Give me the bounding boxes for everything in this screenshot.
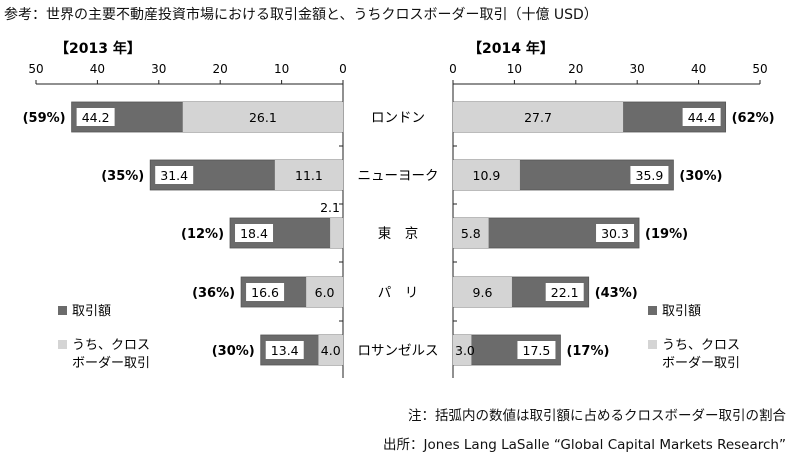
bar-cross-border [274,160,343,190]
bar-cross-border [330,218,343,248]
bar-cross-border [453,335,472,365]
legend-label-total: 取引額 [72,304,111,319]
x-tick-label: 50 [28,62,43,76]
value-label-box [155,166,194,184]
bar-cross-border [182,102,343,132]
cross-border-label: 6.0 [315,285,335,300]
legend-swatch-total [648,306,657,315]
value-label: 17.5 [523,343,551,358]
footnote: 注：括弧内の数値は取引額に占めるクロスボーダー取引の割合 [408,408,786,424]
value-label: 35.9 [636,168,664,183]
x-tick-label: 40 [691,62,706,76]
value-label-box [545,283,584,301]
cross-border-label: 10.9 [473,168,501,183]
bar-cross-border [453,218,489,248]
legend-label-cross: うち、クロス [662,338,740,353]
x-tick-label: 20 [213,62,228,76]
legend-swatch-cross [58,340,67,349]
legend-label-cross: ボーダー取引 [662,356,740,371]
legend-swatch-cross [648,340,657,349]
value-label: 13.4 [271,343,299,358]
x-tick-label: 0 [339,62,347,76]
value-label: 22.1 [551,285,579,300]
share-label: (30%) [212,344,255,359]
cross-border-label: 27.7 [524,110,552,125]
value-label-box [517,341,556,359]
category-label: ニューヨーク [358,168,439,184]
value-label: 44.2 [82,110,110,125]
x-tick-label: 10 [274,62,289,76]
cross-border-label: 11.1 [295,168,323,183]
legend-label-cross: ボーダー取引 [72,356,150,371]
bar-cross-border [306,277,343,307]
value-label-box [235,224,274,242]
bar-cross-border [453,102,624,132]
cross-border-label: 2.1 [320,200,340,215]
share-label: (12%) [181,227,224,242]
value-label-box [76,108,115,126]
share-label: (59%) [23,111,66,126]
share-label: (62%) [732,111,775,126]
category-label: ロサンゼルス [358,343,439,359]
x-tick-label: 10 [507,62,522,76]
legend-swatch-total [58,306,67,315]
bar-cross-border [453,277,512,307]
bar-cross-border [318,335,343,365]
panel-title: 【2014 年】 [468,40,554,57]
share-label: (30%) [679,169,722,184]
x-tick-label: 50 [752,62,767,76]
cross-border-label: 3.0 [455,343,475,358]
value-label: 44.4 [688,110,716,125]
value-label: 31.4 [160,168,188,183]
category-label: ロンドン [371,110,425,126]
share-label: (43%) [595,286,638,301]
value-label: 30.3 [601,226,629,241]
legend-label-total: 取引額 [662,304,701,319]
cross-border-label: 9.6 [473,285,493,300]
cross-border-label: 4.0 [321,343,341,358]
category-label: パ リ [378,285,419,301]
category-label: 東 京 [378,226,419,242]
value-label-box [596,224,635,242]
share-label: (36%) [192,286,235,301]
cross-border-label: 26.1 [249,110,277,125]
page-title: 参考：世界の主要不動産投資市場における取引金額と、うちクロスボーダー取引（十億 … [4,7,598,23]
value-label-box [630,166,669,184]
value-label: 18.4 [240,226,268,241]
source-note: 出所：Jones Lang LaSalle “Global Capital Ma… [382,437,786,453]
cross-border-label: 5.8 [461,226,481,241]
x-tick-label: 30 [630,62,645,76]
value-label: 16.6 [251,285,279,300]
share-label: (35%) [101,169,144,184]
x-tick-label: 20 [568,62,583,76]
value-label-box [246,283,285,301]
share-label: (17%) [566,344,609,359]
bar-cross-border [453,160,520,190]
share-label: (19%) [645,227,688,242]
x-tick-label: 0 [449,62,457,76]
x-tick-label: 30 [151,62,166,76]
legend-label-cross: うち、クロス [72,338,150,353]
x-tick-label: 40 [90,62,105,76]
value-label-box [682,108,721,126]
panel-title: 【2013 年】 [55,40,141,57]
value-label-box [265,341,304,359]
